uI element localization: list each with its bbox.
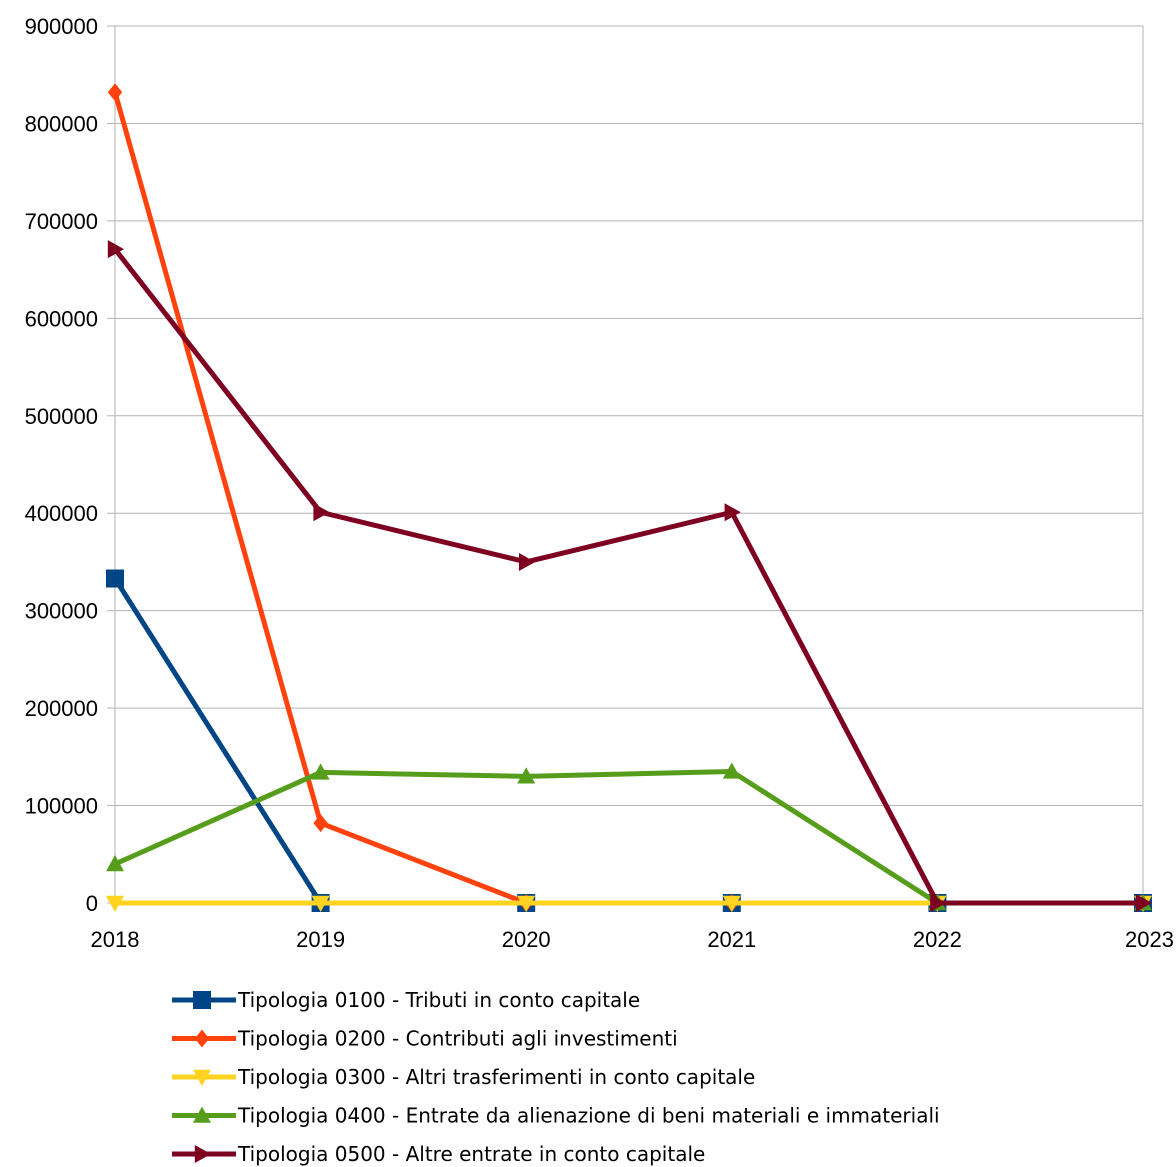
y-tick-label: 300000 xyxy=(25,599,98,624)
legend-item: Tipologia 0100 - Tributi in conto capita… xyxy=(172,988,640,1012)
y-tick-label: 800000 xyxy=(25,111,98,136)
data-point xyxy=(311,763,330,780)
data-point xyxy=(193,1069,211,1086)
data-point xyxy=(193,1106,211,1123)
series-group xyxy=(106,83,1152,912)
data-point xyxy=(1135,894,1152,912)
x-tick-label: 2021 xyxy=(707,927,756,952)
data-point xyxy=(724,503,741,522)
data-point xyxy=(313,503,330,522)
legend-label: Tipologia 0100 - Tributi in conto capita… xyxy=(237,988,640,1012)
gridlines xyxy=(107,25,1144,904)
data-point xyxy=(106,895,124,912)
y-tick-label: 600000 xyxy=(25,306,98,331)
data-point xyxy=(722,895,741,912)
x-axis-ticks: 2018 2019 2020 2021 2022 2023 xyxy=(91,927,1174,952)
legend-label: Tipologia 0500 - Altre entrate in conto … xyxy=(237,1142,705,1166)
data-point xyxy=(194,1029,210,1048)
legend-item: Tipologia 0400 - Entrate da alienazione … xyxy=(172,1104,940,1128)
y-tick-label: 500000 xyxy=(25,404,98,429)
data-point xyxy=(722,762,741,779)
data-point xyxy=(193,991,211,1009)
x-tick-label: 2022 xyxy=(913,927,962,952)
data-point xyxy=(313,814,328,833)
data-point xyxy=(107,240,124,259)
y-tick-label: 0 xyxy=(86,891,98,916)
data-point xyxy=(517,767,536,784)
legend-item: Tipologia 0200 - Contributi agli investi… xyxy=(172,1027,678,1051)
x-tick-label: 2019 xyxy=(296,927,345,952)
data-point xyxy=(930,894,947,912)
x-tick-label: 2018 xyxy=(91,927,140,952)
legend-item: Tipologia 0500 - Altre entrate in conto … xyxy=(172,1142,705,1166)
data-point xyxy=(106,569,124,588)
series-line xyxy=(113,247,1143,906)
y-tick-label: 700000 xyxy=(25,209,98,234)
legend-label: Tipologia 0300 - Altri trasferimenti in … xyxy=(237,1065,755,1089)
x-tick-label: 2023 xyxy=(1125,927,1174,952)
data-point xyxy=(517,895,536,912)
legend-label: Tipologia 0200 - Contributi agli investi… xyxy=(237,1027,678,1051)
data-point xyxy=(194,1145,211,1163)
data-point xyxy=(106,855,124,872)
legend-item: Tipologia 0300 - Altri trasferimenti in … xyxy=(172,1065,755,1089)
data-point xyxy=(107,83,123,102)
legend: Tipologia 0100 - Tributi in conto capita… xyxy=(172,988,940,1166)
y-tick-label: 400000 xyxy=(25,501,98,526)
data-point xyxy=(519,552,536,571)
series-line xyxy=(112,91,1143,906)
series-4 xyxy=(106,762,1152,911)
y-tick-label: 200000 xyxy=(25,696,98,721)
y-axis-ticks: 0 100000 200000 300000 400000 500000 600000 700… xyxy=(25,14,98,916)
legend-label: Tipologia 0400 - Entrate da alienazione … xyxy=(237,1104,940,1128)
y-tick-label: 900000 xyxy=(25,14,98,39)
data-point xyxy=(311,895,330,912)
series-2 xyxy=(107,83,1151,912)
series-5 xyxy=(107,240,1152,912)
series-line xyxy=(113,768,1143,906)
series-line xyxy=(112,577,1143,906)
x-tick-label: 2020 xyxy=(502,927,551,952)
y-tick-label: 100000 xyxy=(25,794,98,819)
